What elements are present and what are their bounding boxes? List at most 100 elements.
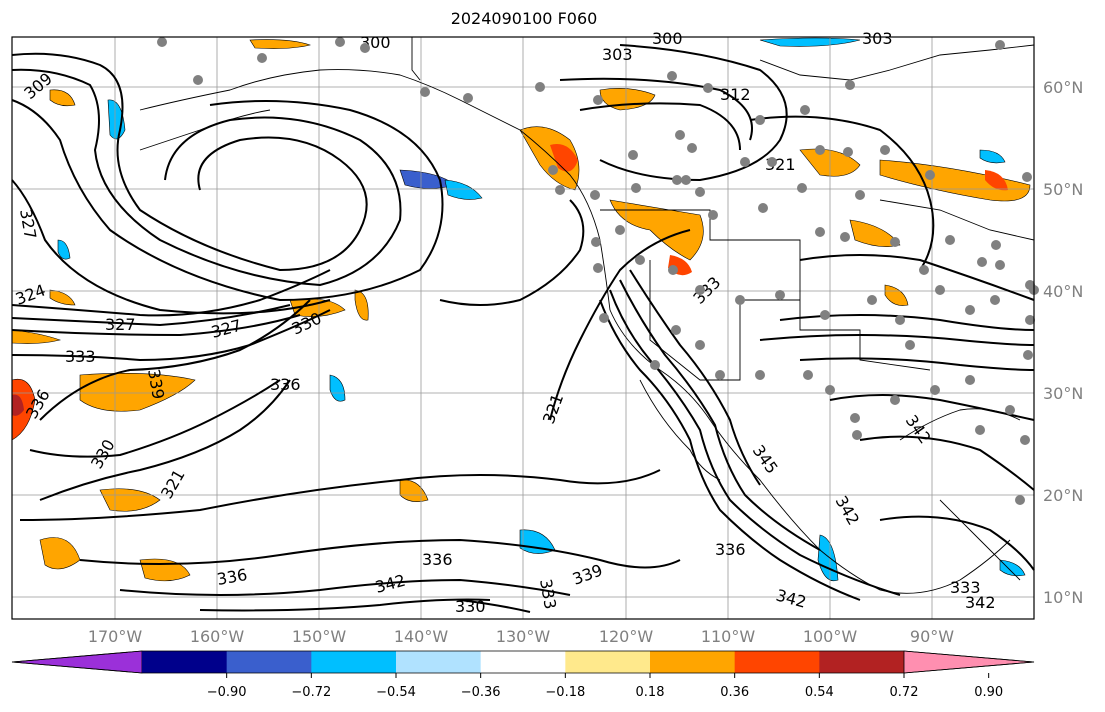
- station-marker: [193, 75, 203, 85]
- lon-label: 170°W: [88, 627, 143, 646]
- station-marker: [667, 71, 677, 81]
- station-marker: [599, 313, 609, 323]
- station-marker: [890, 395, 900, 405]
- contour-label: 327: [105, 315, 136, 334]
- contour-label: 336: [422, 550, 453, 569]
- station-marker: [815, 145, 825, 155]
- station-marker: [905, 340, 915, 350]
- lat-label: 50°N: [1043, 180, 1083, 199]
- lat-label: 60°N: [1043, 78, 1083, 97]
- colorbar-tick-label: 0.18: [636, 685, 665, 700]
- colorbar-tick-label: −0.90: [207, 685, 247, 700]
- colorbar-tick-label: 0.54: [805, 685, 834, 700]
- station-marker: [740, 157, 750, 167]
- station-marker: [420, 87, 430, 97]
- colorbar-tick-label: 0.72: [890, 685, 919, 700]
- colorbar-segment: [650, 651, 736, 673]
- lat-label: 20°N: [1043, 486, 1083, 505]
- station-marker: [977, 257, 987, 267]
- station-marker: [803, 370, 813, 380]
- station-marker: [715, 370, 725, 380]
- station-marker: [797, 183, 807, 193]
- station-marker: [463, 93, 473, 103]
- station-marker: [855, 190, 865, 200]
- station-marker: [695, 187, 705, 197]
- colorbar-tick-label: −0.72: [291, 685, 331, 700]
- colorbar-segment: [819, 651, 905, 673]
- station-marker: [1020, 435, 1030, 445]
- station-marker: [867, 295, 877, 305]
- station-marker: [890, 237, 900, 247]
- contour-label: 342: [965, 593, 996, 612]
- lon-label: 90°W: [910, 627, 954, 646]
- station-marker: [593, 95, 603, 105]
- station-marker: [257, 53, 267, 63]
- station-marker: [157, 37, 167, 47]
- station-marker: [535, 82, 545, 92]
- station-marker: [591, 237, 601, 247]
- colorbar-segment: [480, 651, 566, 673]
- contour-label: 333: [950, 578, 981, 597]
- station-marker: [1015, 495, 1025, 505]
- station-marker: [995, 40, 1005, 50]
- station-marker: [758, 203, 768, 213]
- map-title: 2024090100 F060: [450, 9, 598, 28]
- station-marker: [852, 430, 862, 440]
- contour-label: 336: [715, 540, 746, 559]
- station-marker: [695, 340, 705, 350]
- station-marker: [695, 285, 705, 295]
- station-marker: [850, 413, 860, 423]
- station-marker: [672, 175, 682, 185]
- station-marker: [671, 325, 681, 335]
- contour-label: 312: [720, 85, 751, 104]
- contour-label: 303: [602, 45, 633, 64]
- contour-label: 333: [65, 347, 96, 366]
- station-marker: [935, 285, 945, 295]
- station-marker: [925, 170, 935, 180]
- station-marker: [1023, 350, 1033, 360]
- lat-label: 40°N: [1043, 282, 1083, 301]
- colorbar-tick-label: −0.18: [545, 685, 585, 700]
- station-marker: [1025, 315, 1035, 325]
- station-marker: [965, 375, 975, 385]
- station-marker: [930, 385, 940, 395]
- lon-label: 140°W: [394, 627, 449, 646]
- station-marker: [687, 143, 697, 153]
- station-marker: [975, 425, 985, 435]
- station-marker: [360, 43, 370, 53]
- contour-lines: [11, 44, 1035, 613]
- station-marker: [880, 145, 890, 155]
- colorbar-segment: [565, 651, 651, 673]
- station-marker: [681, 175, 691, 185]
- lat-label: 10°N: [1043, 588, 1083, 607]
- colorbar-tick-label: −0.36: [461, 685, 501, 700]
- colorbar-frame: [11, 650, 1035, 674]
- station-marker: [675, 130, 685, 140]
- station-marker: [767, 157, 777, 167]
- colorbar-segment: [396, 651, 482, 673]
- station-marker: [825, 385, 835, 395]
- station-marker: [703, 83, 713, 93]
- station-marker: [755, 115, 765, 125]
- station-marker: [668, 265, 678, 275]
- graticule: [12, 37, 1034, 619]
- station-marker: [628, 150, 638, 160]
- lon-label: 160°W: [190, 627, 245, 646]
- station-marker: [990, 295, 1000, 305]
- latitude-labels: 60°N 50°N 40°N 30°N 20°N 10°N: [1043, 78, 1083, 607]
- station-marker: [335, 37, 345, 47]
- station-marker: [735, 295, 745, 305]
- station-marker: [775, 290, 785, 300]
- colorbar-segment: [734, 651, 820, 673]
- contour-label: 300: [652, 29, 683, 48]
- station-marker: [615, 225, 625, 235]
- colorbar-arrow-min: [11, 650, 143, 674]
- colorbar-segment: [311, 651, 397, 673]
- contour-label: 330: [455, 597, 486, 616]
- station-marker: [945, 235, 955, 245]
- station-marker: [815, 227, 825, 237]
- lon-label: 100°W: [803, 627, 858, 646]
- lon-label: 120°W: [599, 627, 654, 646]
